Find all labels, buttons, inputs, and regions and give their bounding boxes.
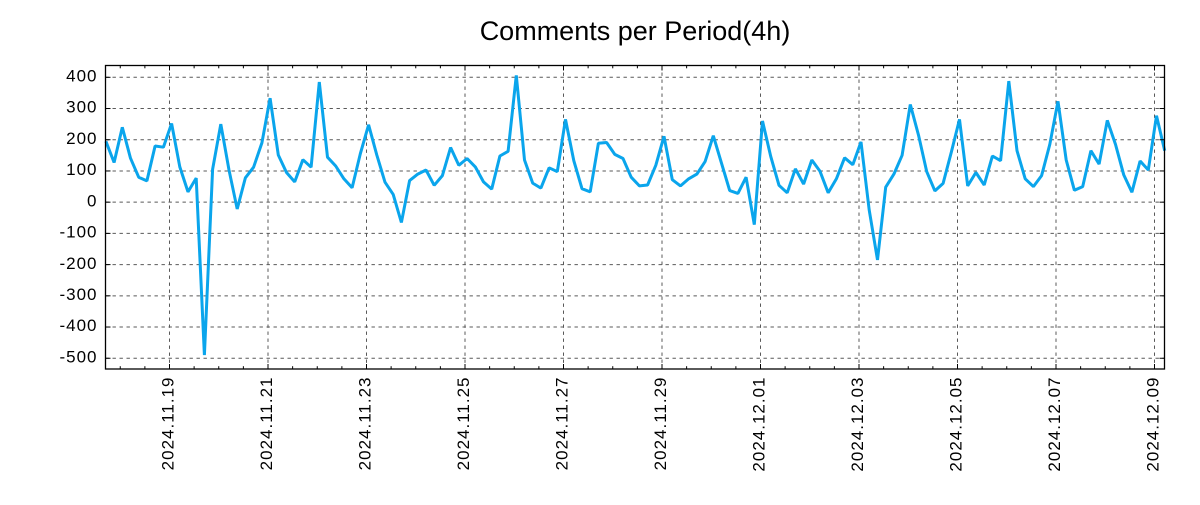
svg-text:2024.11.29: 2024.11.29: [651, 377, 670, 471]
svg-text:-500: -500: [59, 347, 97, 366]
svg-text:2024.11.19: 2024.11.19: [158, 377, 177, 471]
svg-text:2024.11.27: 2024.11.27: [552, 377, 571, 471]
svg-text:-300: -300: [59, 285, 97, 304]
svg-text:2024.12.03: 2024.12.03: [848, 377, 867, 472]
svg-text:-100: -100: [59, 223, 97, 242]
svg-text:2024.12.01: 2024.12.01: [749, 377, 768, 472]
svg-text:-200: -200: [59, 254, 97, 273]
svg-text:300: 300: [66, 98, 97, 117]
svg-text:2024.12.05: 2024.12.05: [946, 377, 965, 472]
svg-text:100: 100: [66, 160, 97, 179]
svg-text:2024.12.07: 2024.12.07: [1045, 377, 1064, 472]
svg-text:200: 200: [66, 129, 97, 148]
svg-text:0: 0: [87, 191, 97, 210]
svg-text:-400: -400: [59, 316, 97, 335]
svg-text:400: 400: [66, 67, 97, 86]
svg-text:2024.11.23: 2024.11.23: [355, 377, 374, 471]
svg-text:2024.12.09: 2024.12.09: [1143, 377, 1162, 472]
svg-text:2024.11.25: 2024.11.25: [454, 377, 473, 471]
svg-text:Comments per Period(4h): Comments per Period(4h): [480, 16, 791, 46]
svg-text:2024.11.21: 2024.11.21: [257, 377, 276, 471]
